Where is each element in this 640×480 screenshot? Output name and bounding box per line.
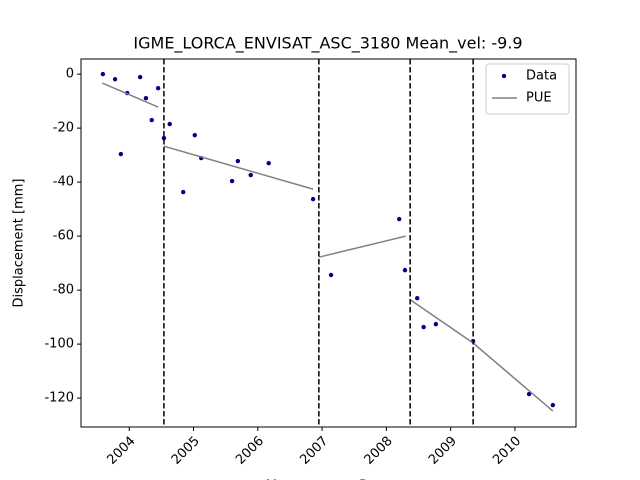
data-point bbox=[149, 117, 154, 123]
legend-marker bbox=[501, 73, 507, 79]
pue-line bbox=[101, 82, 159, 108]
legend-box bbox=[485, 63, 570, 115]
y-tick-label: -120 bbox=[44, 391, 74, 406]
data-point bbox=[526, 391, 532, 397]
data-point bbox=[112, 77, 118, 82]
data-point bbox=[328, 272, 334, 278]
data-point bbox=[118, 151, 124, 157]
y-tick-label: -60 bbox=[53, 229, 74, 244]
data-point bbox=[100, 71, 106, 77]
data-point bbox=[161, 135, 167, 141]
chart-title: IGME_LORCA_ENVISAT_ASC_3180 Mean_vel: -9… bbox=[133, 34, 522, 54]
data-point bbox=[421, 324, 426, 330]
data-point bbox=[192, 132, 197, 138]
y-tick-label: -80 bbox=[53, 283, 74, 298]
data-point bbox=[248, 172, 253, 178]
y-axis-label: Displacement [mm] bbox=[12, 179, 27, 308]
plot-frame bbox=[80, 58, 577, 428]
pue-line bbox=[410, 299, 554, 412]
x-tick-label: 2007 bbox=[297, 434, 331, 468]
y-tick-label: -100 bbox=[44, 337, 74, 352]
data-point bbox=[143, 95, 149, 101]
legend-label: PUE bbox=[526, 91, 552, 106]
data-point bbox=[155, 85, 161, 91]
x-tick-label: 2005 bbox=[169, 434, 203, 468]
y-tick-label: -40 bbox=[53, 175, 74, 190]
data-point bbox=[181, 189, 186, 195]
data-point bbox=[167, 121, 172, 127]
data-point bbox=[137, 74, 143, 80]
x-tick-label: 2008 bbox=[362, 434, 396, 468]
data-point bbox=[266, 161, 271, 166]
data-point bbox=[397, 216, 402, 222]
pue-line bbox=[163, 145, 314, 190]
data-point bbox=[402, 267, 408, 273]
pue-line bbox=[318, 235, 406, 258]
y-tick-label: 0 bbox=[66, 67, 74, 82]
legend-label: Data bbox=[526, 69, 557, 84]
x-tick-label: 2006 bbox=[233, 434, 267, 468]
data-point bbox=[310, 196, 316, 202]
x-tick-label: 2009 bbox=[426, 434, 460, 468]
y-tick-label: -20 bbox=[53, 121, 74, 136]
x-axis-label: Measurement Date bbox=[266, 479, 390, 480]
data-point bbox=[229, 178, 235, 184]
x-tick-label: 2004 bbox=[105, 434, 139, 468]
data-point bbox=[433, 321, 439, 327]
data-point bbox=[235, 158, 241, 164]
data-point bbox=[550, 402, 556, 408]
data-point bbox=[415, 296, 420, 301]
x-tick-label: 2010 bbox=[490, 434, 524, 468]
